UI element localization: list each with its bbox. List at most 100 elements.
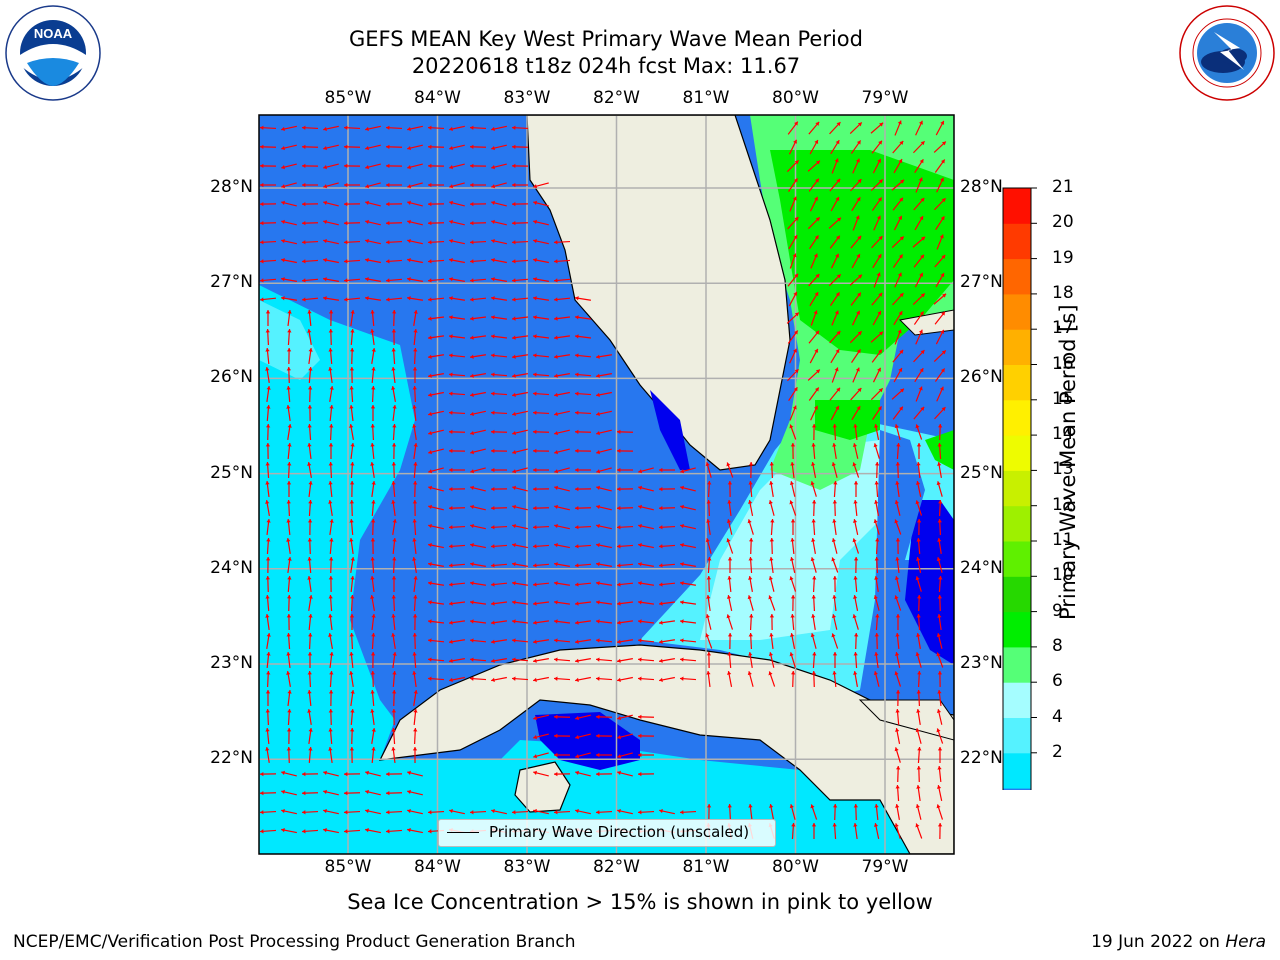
wave-direction-arrow [807,216,821,230]
wave-direction-arrow [853,556,859,574]
wave-direction-arrow [938,423,943,441]
wave-direction-arrow [616,601,634,606]
wave-direction-arrow [748,803,753,821]
wave-direction-arrow [511,600,529,605]
wave-direction-arrow [391,613,396,631]
wave-direction-arrow [512,354,528,359]
wave-direction-arrow [638,504,654,511]
wave-direction-arrow [894,424,901,440]
wave-direction-arrow [575,770,591,777]
wave-direction-arrow [532,372,550,377]
wave-direction-arrow [428,581,444,586]
wave-direction-arrow [872,406,882,420]
wave-direction-arrow [936,234,944,250]
wave-direction-arrow [287,442,292,460]
wave-direction-arrow [553,771,571,777]
wave-direction-arrow [680,485,696,492]
wave-direction-arrow [286,671,291,687]
wave-direction-arrow [407,828,423,834]
wave-direction-arrow [617,714,633,721]
wave-direction-arrow [308,727,313,745]
wave-direction-arrow [788,178,798,192]
wave-direction-arrow [706,651,712,669]
wave-direction-arrow [532,429,550,434]
wave-direction-arrow [638,485,654,492]
wave-direction-arrow [811,462,817,478]
wave-direction-arrow [491,163,507,170]
wave-direction-arrow [323,200,339,207]
wave-direction-arrow [370,405,376,421]
wave-direction-arrow [328,500,333,516]
wave-direction-arrow [616,506,634,511]
wave-direction-arrow [933,293,947,305]
wave-direction-arrow [831,633,839,649]
wave-direction-arrow [705,538,712,554]
wave-direction-arrow [575,658,591,663]
wave-direction-arrow [532,410,550,415]
wave-direction-arrow [511,316,529,321]
wave-direction-arrow [934,406,946,420]
wave-direction-arrow [658,544,676,549]
wave-direction-arrow [812,499,817,517]
wave-direction-arrow [616,582,634,587]
wave-direction-arrow [370,556,375,574]
wave-direction-arrow [934,311,946,325]
wave-direction-arrow [915,576,922,592]
wave-direction-arrow [449,238,465,245]
wave-direction-arrow [413,480,418,498]
wave-direction-arrow [574,486,592,492]
wave-direction-arrow [287,689,292,707]
wave-direction-arrow [301,771,319,777]
wave-direction-arrow [307,309,312,327]
wave-direction-arrow [828,217,842,229]
wave-direction-arrow [286,366,291,384]
wave-direction-arrow [371,348,376,364]
legend-label: Primary Wave Direction (unscaled) [489,823,750,841]
wave-direction-arrow [511,163,529,169]
wave-direction-arrow [937,613,942,631]
wave-direction-arrow [873,215,881,231]
wave-direction-arrow [595,600,613,605]
wave-direction-arrow [448,525,466,530]
colorbar-segment [1003,293,1031,330]
wave-direction-arrow [265,613,270,631]
wave-direction-arrow [308,632,313,650]
wave-direction-arrow [616,448,634,454]
wave-direction-arrow [768,576,775,592]
wave-direction-arrow [448,620,466,625]
lon-label-bottom: 81°W [682,857,730,877]
wave-direction-arrow [831,557,839,573]
wave-direction-arrow [448,601,466,606]
wave-direction-arrow [873,671,880,687]
sea-ice-note: Sea Ice Concentration > 15% is shown in … [347,890,933,914]
wave-direction-arrow [769,461,774,479]
wave-direction-arrow [413,708,418,726]
wave-direction-arrow [915,386,923,402]
wave-direction-arrow [407,219,423,226]
wave-direction-arrow [265,708,270,726]
wave-direction-arrow [449,296,465,301]
wave-direction-arrow [307,442,312,460]
wave-direction-arrow [412,557,417,573]
wave-direction-arrow [370,423,375,441]
lat-label-right: 27°N [960,272,1003,293]
wave-direction-arrow [617,658,633,663]
wave-direction-arrow [852,215,860,231]
wave-direction-arrow [575,808,591,815]
wave-direction-arrow [553,657,571,662]
wave-direction-arrow [328,480,333,498]
colorbar-segment [1003,576,1031,613]
wave-direction-arrow [281,258,297,264]
wave-direction-arrow [470,182,486,188]
lat-label-left: 26°N [210,367,253,388]
wave-direction-arrow [554,504,570,511]
wave-direction-arrow [895,784,900,802]
wave-direction-arrow [343,259,361,264]
wave-direction-arrow [554,581,570,586]
wave-direction-arrow [533,277,549,282]
wave-direction-arrow [427,316,445,321]
wave-direction-arrow [532,582,550,587]
wave-direction-arrow [302,182,318,188]
wave-direction-arrow [370,670,375,688]
wave-direction-arrow [809,196,819,212]
